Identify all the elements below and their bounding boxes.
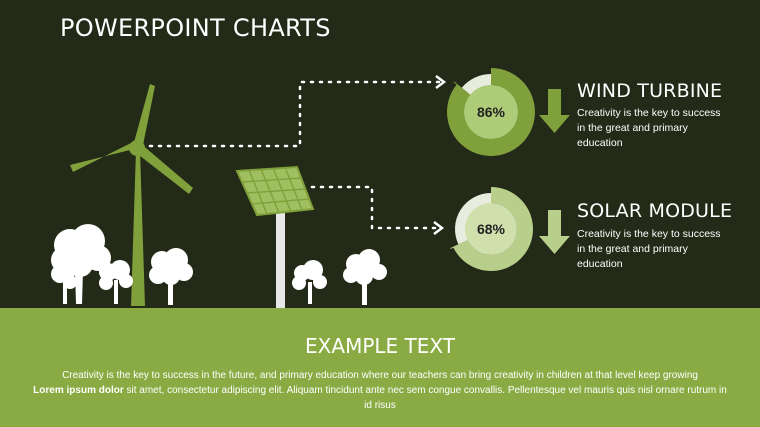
tree-icon	[292, 260, 327, 304]
solar-module-gauge: 68%	[450, 187, 533, 271]
wind-turbine-description: Creativity is the key to success in the …	[577, 107, 721, 149]
down-arrow-icon	[539, 210, 570, 254]
footer-line1: Creativity is the key to success in the …	[62, 370, 698, 381]
gauge-value-arc	[446, 68, 535, 156]
slide-title: POWERPOINT CHARTS	[60, 14, 331, 42]
footer-rest: sit amet, consectetur adipiscing elit. A…	[123, 385, 727, 411]
gauge-center-disc	[464, 85, 518, 139]
gauge-arc-end-tab	[450, 238, 471, 249]
gauge-arc-end-tab	[453, 81, 474, 98]
connector-solar	[310, 185, 440, 230]
wind-turbine-heading: WIND TURBINE	[577, 80, 723, 102]
solar-panel-icon	[235, 165, 315, 308]
gauge-value-label: 86%	[477, 104, 506, 120]
trees-group	[51, 224, 387, 305]
connector-wind	[148, 80, 442, 148]
tree-icon	[99, 260, 133, 304]
scene-illustration: 86% 68%	[51, 68, 570, 308]
gauge-value-arc	[452, 187, 533, 271]
connector-wind-arrowhead-icon	[435, 75, 447, 89]
solar-module-description: Creativity is the key to success in the …	[577, 228, 721, 270]
tree-icon	[149, 248, 193, 305]
connector-solar-arrowhead-icon	[433, 221, 445, 235]
wind-turbine-icon	[70, 84, 193, 306]
gauge-value-label: 68%	[477, 221, 506, 237]
footer-heading: EXAMPLE TEXT	[305, 334, 455, 358]
tree-icon	[51, 261, 77, 304]
footer-body: Creativity is the key to success in the …	[30, 368, 730, 413]
wind-turbine-gauge: 86%	[446, 68, 535, 156]
down-arrow-icon	[539, 89, 570, 133]
footer-band	[0, 308, 760, 427]
tree-icon	[343, 249, 387, 305]
footer-bold-lead: Lorem ipsum dolor	[33, 385, 124, 396]
solar-module-heading: SOLAR MODULE	[577, 200, 733, 222]
gauge-center-disc	[465, 203, 517, 255]
tree-icon	[51, 224, 111, 304]
